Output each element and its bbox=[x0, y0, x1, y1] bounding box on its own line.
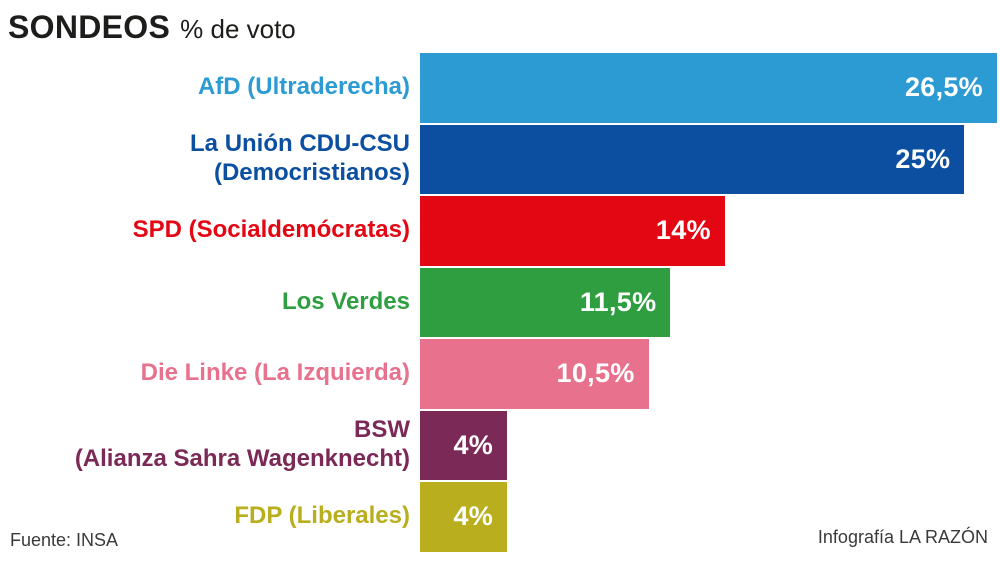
bar-value-verdes: 11,5% bbox=[579, 286, 657, 317]
bar-label-afd: AfD (Ultraderecha) bbox=[197, 73, 410, 101]
bar-label-spd: SPD (Socialdemócratas) bbox=[132, 216, 410, 244]
bar-label-linke: Die Linke (La Izquierda) bbox=[140, 359, 410, 387]
credit-note: Infografía LA RAZÓN bbox=[817, 527, 988, 547]
bar-chart: AfD (Ultraderecha) 26,5% La Unión CDU-CS… bbox=[0, 53, 1000, 552]
bar-bsw: 4% bbox=[420, 410, 508, 480]
bar-row-cdu-csu: La Unión CDU-CSU (Democristianos) 25% bbox=[0, 124, 1000, 194]
bar-label-bsw: BSW (Alianza Sahra Wagenknecht) bbox=[74, 416, 410, 473]
bar-label-cdu-csu: La Unión CDU-CSU (Democristianos) bbox=[190, 130, 410, 187]
chart-subtitle: % de voto bbox=[180, 14, 296, 44]
bar-label-fdp: FDP (Liberales) bbox=[234, 502, 410, 530]
bar-label-verdes: Los Verdes bbox=[281, 287, 410, 315]
bar-row-spd: SPD (Socialdemócratas) 14% bbox=[0, 196, 1000, 266]
bar-verdes: 11,5% bbox=[420, 267, 671, 337]
bar-value-fdp: 4% bbox=[453, 501, 494, 532]
bar-cdu-csu: 25% bbox=[420, 124, 965, 194]
bar-value-cdu-csu: 25% bbox=[895, 143, 951, 174]
bar-row-fdp: FDP (Liberales) 4% bbox=[0, 482, 1000, 552]
bar-spd: 14% bbox=[420, 196, 725, 266]
bar-value-linke: 10,5% bbox=[556, 358, 635, 389]
bar-value-spd: 14% bbox=[655, 215, 711, 246]
bar-row-verdes: Los Verdes 11,5% bbox=[0, 267, 1000, 337]
source-note: Fuente: INSA bbox=[10, 530, 119, 550]
bar-row-bsw: BSW (Alianza Sahra Wagenknecht) 4% bbox=[0, 410, 1000, 480]
bar-value-bsw: 4% bbox=[453, 429, 494, 460]
chart-header: SONDEOS % de voto bbox=[8, 9, 296, 46]
bar-fdp: 4% bbox=[420, 482, 508, 552]
bar-value-afd: 26,5% bbox=[904, 72, 983, 103]
bar-linke: 10,5% bbox=[420, 339, 649, 409]
bar-row-linke: Die Linke (La Izquierda) 10,5% bbox=[0, 339, 1000, 409]
bar-afd: 26,5% bbox=[420, 53, 997, 123]
bar-row-afd: AfD (Ultraderecha) 26,5% bbox=[0, 53, 1000, 123]
chart-title: SONDEOS bbox=[8, 9, 171, 45]
